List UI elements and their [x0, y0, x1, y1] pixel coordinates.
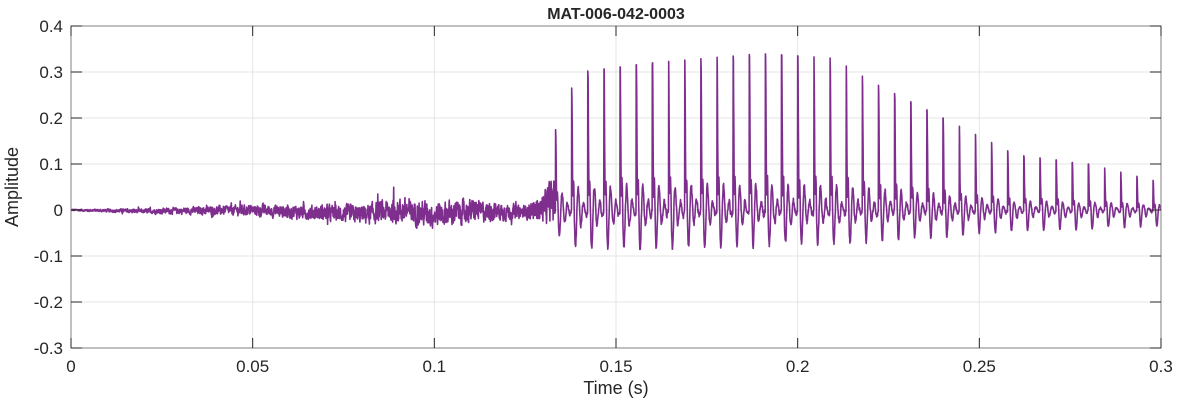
chart-title: MAT-006-042-0003	[547, 6, 685, 23]
x-tick-label: 0.2	[786, 357, 810, 376]
waveform-series	[70, 53, 1162, 251]
y-axis-label: Amplitude	[2, 147, 22, 227]
tick-marks	[70, 25, 1162, 349]
waveform-line	[70, 53, 1162, 251]
y-tick-label: 0.2	[39, 109, 63, 128]
y-tick-label: 0.4	[39, 17, 63, 36]
y-tick-label: 0.1	[39, 155, 63, 174]
x-axis-label: Time (s)	[583, 378, 648, 398]
grid-lines	[70, 25, 1162, 349]
x-tick-labels: 0 0.05 0.1 0.15 0.2 0.25 0.3	[66, 357, 1173, 376]
x-tick-label: 0.15	[599, 357, 632, 376]
x-tick-label: 0.25	[963, 357, 996, 376]
x-tick-label: 0.3	[1149, 357, 1173, 376]
y-tick-label: 0	[54, 201, 63, 220]
x-tick-label: 0	[66, 357, 75, 376]
x-tick-label: 0.1	[423, 357, 447, 376]
y-tick-labels: -0.3 -0.2 -0.1 0 0.1 0.2 0.3 0.4	[34, 17, 63, 358]
y-tick-label: 0.3	[39, 63, 63, 82]
y-tick-label: -0.2	[34, 293, 63, 312]
y-tick-label: -0.3	[34, 339, 63, 358]
x-tick-label: 0.05	[236, 357, 269, 376]
y-tick-label: -0.1	[34, 247, 63, 266]
